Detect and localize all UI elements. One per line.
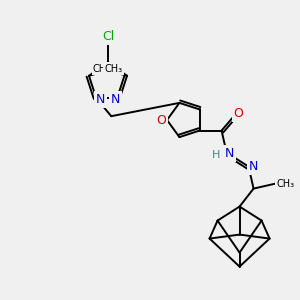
Text: Cl: Cl (102, 31, 114, 44)
Text: O: O (234, 107, 244, 120)
Text: N: N (96, 93, 105, 106)
Text: N: N (225, 147, 234, 160)
Text: CH₃: CH₃ (93, 64, 111, 74)
Text: CH₃: CH₃ (277, 178, 295, 189)
Text: H: H (212, 150, 221, 160)
Text: O: O (156, 113, 166, 127)
Text: N: N (249, 160, 258, 173)
Text: CH₃: CH₃ (105, 64, 123, 74)
Text: N: N (111, 93, 120, 106)
